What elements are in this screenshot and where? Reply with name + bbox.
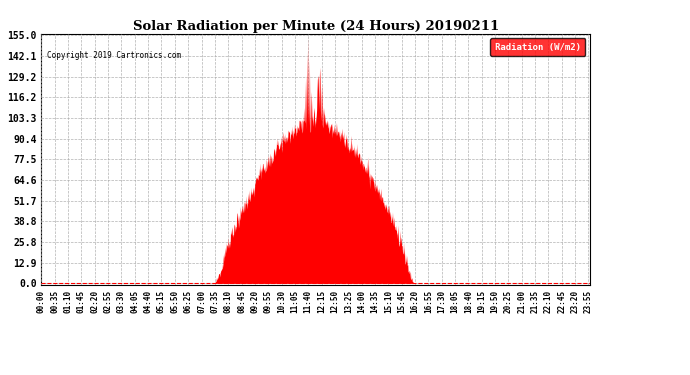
Text: Copyright 2019 Cartronics.com: Copyright 2019 Cartronics.com [47,51,181,60]
Title: Solar Radiation per Minute (24 Hours) 20190211: Solar Radiation per Minute (24 Hours) 20… [132,20,499,33]
Legend: Radiation (W/m2): Radiation (W/m2) [491,38,585,56]
